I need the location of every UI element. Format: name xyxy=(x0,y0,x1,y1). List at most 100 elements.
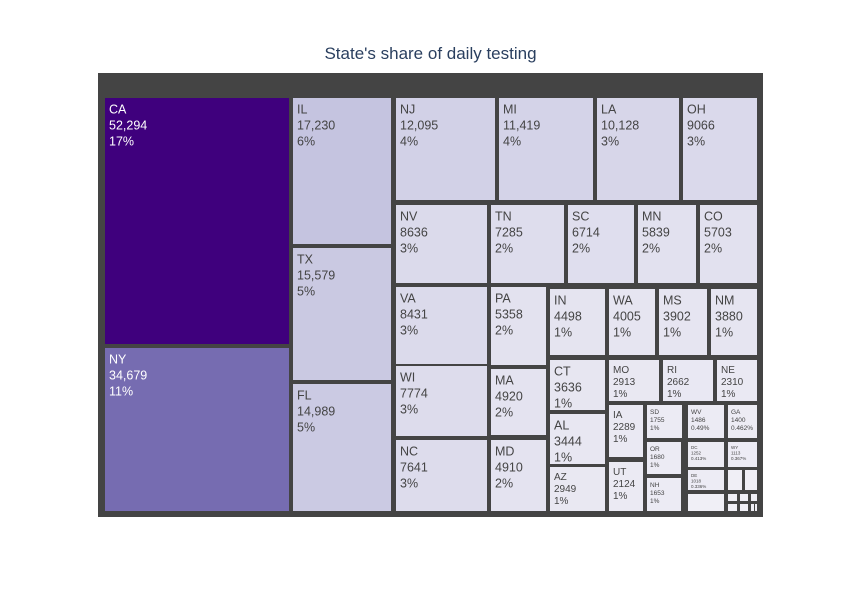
tile-small-42[interactable] xyxy=(745,470,757,490)
tile-il[interactable]: IL 17,230 6% xyxy=(293,98,391,244)
tile-label: CA xyxy=(109,102,127,116)
tile-label: GA xyxy=(731,409,741,416)
tile-rect xyxy=(663,360,713,401)
tile-value: 12,095 xyxy=(400,118,438,132)
tile-rect xyxy=(550,467,605,511)
tile-label: MN xyxy=(642,209,661,223)
tile-sc[interactable]: SC 6714 2% xyxy=(568,205,634,283)
tile-ms[interactable]: MS 3902 1% xyxy=(659,289,707,355)
tile-percent: 3% xyxy=(601,134,619,148)
tile-rect xyxy=(740,494,748,501)
tile-in[interactable]: IN 4498 1% xyxy=(550,289,605,355)
tile-small-45[interactable] xyxy=(751,494,757,501)
tile-label: OR xyxy=(650,446,660,453)
tile-mn[interactable]: MN 5839 2% xyxy=(638,205,696,283)
tile-value: 2949 xyxy=(554,484,577,495)
tile-value: 15,579 xyxy=(297,268,335,282)
tile-percent: 5% xyxy=(297,284,315,298)
tile-value: 8431 xyxy=(400,307,428,321)
tile-wi[interactable]: WI 7774 3% xyxy=(396,366,487,436)
tile-wa[interactable]: WA 4005 1% xyxy=(609,289,655,355)
tile-small-47[interactable] xyxy=(740,504,748,511)
tile-label: NJ xyxy=(400,102,415,116)
tile-label: IL xyxy=(297,102,307,116)
tile-nv[interactable]: NV 8636 3% xyxy=(396,205,487,283)
tile-value: 52,294 xyxy=(109,118,147,132)
tile-value: 10,128 xyxy=(601,118,639,132)
tile-value: 4910 xyxy=(495,460,523,474)
tile-small-46[interactable] xyxy=(728,504,737,511)
tile-md[interactable]: MD 4910 2% xyxy=(491,440,546,511)
tile-label: WI xyxy=(400,370,415,384)
tile-rect xyxy=(105,98,289,344)
tile-value: 1252 xyxy=(691,451,702,456)
tile-tn[interactable]: TN 7285 2% xyxy=(491,205,564,283)
tile-percent: 1% xyxy=(663,325,681,339)
tile-ca[interactable]: CA 52,294 17% xyxy=(105,98,289,344)
tile-percent: 3% xyxy=(687,134,705,148)
tile-rect xyxy=(683,98,757,200)
tile-al[interactable]: AL 3444 1% xyxy=(550,414,605,464)
tile-label: RI xyxy=(667,365,677,376)
tile-ma[interactable]: MA 4920 2% xyxy=(491,369,546,435)
tile-small-41[interactable] xyxy=(728,470,742,490)
tile-small-48[interactable] xyxy=(751,504,754,511)
tile-label: MS xyxy=(663,293,682,307)
tile-fl[interactable]: FL 14,989 5% xyxy=(293,384,391,511)
tile-label: AL xyxy=(554,418,569,432)
tile-small-49[interactable] xyxy=(755,504,757,511)
tile-rect xyxy=(396,440,487,511)
tile-label: NV xyxy=(400,209,418,223)
tile-tx[interactable]: TX 15,579 5% xyxy=(293,248,391,380)
tile-percent: 2% xyxy=(704,241,722,255)
tile-percent: 4% xyxy=(400,134,418,148)
tile-va[interactable]: VA 8431 3% xyxy=(396,287,487,364)
tile-mi[interactable]: MI 11,419 4% xyxy=(499,98,593,200)
tile-label: WY xyxy=(731,445,738,450)
tile-value: 5358 xyxy=(495,307,523,321)
tile-value: 3444 xyxy=(554,434,582,448)
tile-percent: 6% xyxy=(297,134,315,148)
tile-percent: 1% xyxy=(554,325,572,339)
tile-rect xyxy=(728,504,737,511)
tile-small-43[interactable] xyxy=(728,494,737,501)
tile-rect xyxy=(728,470,742,490)
tile-nc[interactable]: NC 7641 3% xyxy=(396,440,487,511)
tile-ct[interactable]: CT 3636 1% xyxy=(550,360,605,410)
tile-small-40[interactable] xyxy=(688,494,724,511)
tile-nm[interactable]: NM 3880 1% xyxy=(711,289,757,355)
tile-la[interactable]: LA 10,128 3% xyxy=(597,98,679,200)
tile-value: 4498 xyxy=(554,309,582,323)
tile-percent: 2% xyxy=(495,476,513,490)
tile-rect xyxy=(396,287,487,364)
tile-label: AZ xyxy=(554,472,567,483)
tile-rect xyxy=(647,442,681,474)
tile-ny[interactable]: NY 34,679 11% xyxy=(105,348,289,511)
tile-co[interactable]: CO 5703 2% xyxy=(700,205,757,283)
tile-nj[interactable]: NJ 12,095 4% xyxy=(396,98,495,200)
tile-oh[interactable]: OH 9066 3% xyxy=(683,98,757,200)
tile-label: NM xyxy=(715,293,734,307)
tile-value: 6714 xyxy=(572,225,600,239)
tile-label: VA xyxy=(400,291,416,305)
tile-rect xyxy=(638,205,696,283)
tile-pa[interactable]: PA 5358 2% xyxy=(491,287,546,365)
tile-rect xyxy=(609,289,655,355)
tile-label: WV xyxy=(691,409,702,416)
tile-small-44[interactable] xyxy=(740,494,748,501)
